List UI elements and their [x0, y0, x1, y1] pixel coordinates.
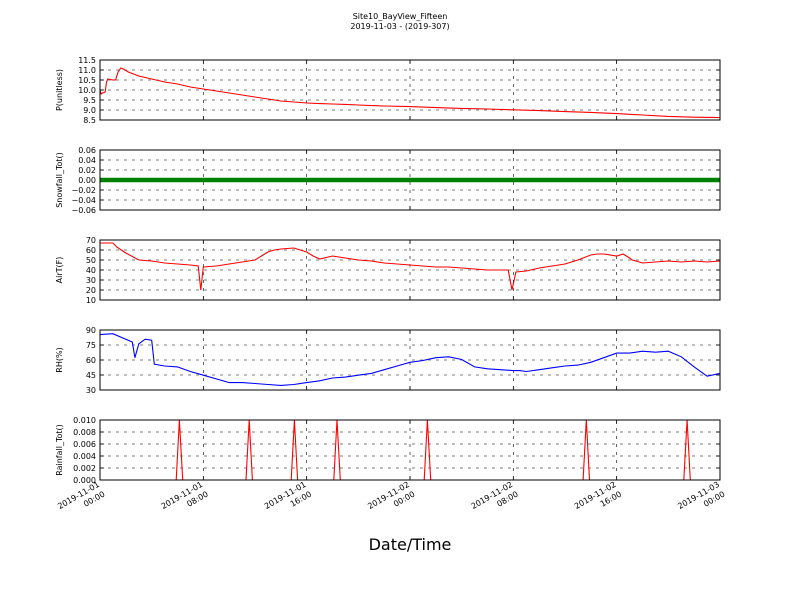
y-axis-label: AirT(F)	[55, 257, 64, 284]
panel-4: 0.000 0.002 0.004 0.006 0.008 0.010 Rainfall_T…	[55, 416, 721, 485]
panels: 8.59.09.510.010.511.011.5 P(unitless) −0.0…	[55, 56, 721, 485]
y-tick-label: 0.00	[78, 176, 96, 185]
y-tick-label: −0.06	[71, 206, 96, 215]
y-axis-label: P(unitless)	[55, 69, 64, 111]
y-tick-label: 10	[86, 296, 96, 305]
y-tick-label: 11.5	[78, 56, 96, 65]
y-axis-label: Rainfall_Tot()	[55, 424, 64, 476]
y-tick-label: 9.0	[83, 106, 96, 115]
y-tick-label: 50	[86, 256, 96, 265]
y-tick-label: 70	[86, 236, 96, 245]
series-line	[100, 242, 720, 291]
y-tick-label: 45	[86, 371, 96, 380]
y-tick-label: 60	[86, 356, 96, 365]
plot-frame	[99, 329, 721, 391]
series-line	[100, 67, 720, 119]
y-tick-label: 8.5	[83, 116, 96, 125]
y-tick-label: 10.5	[78, 76, 96, 85]
y-tick-label: −0.04	[71, 196, 96, 205]
x-axis-label: Date/Time	[369, 535, 452, 554]
chart-title: Site10_BayView_Fifteen	[353, 12, 448, 21]
y-tick-label: 9.5	[83, 96, 96, 105]
plot-frame	[99, 149, 721, 211]
y-tick-label: 30	[86, 386, 96, 395]
series-line	[100, 333, 720, 386]
y-tick-label: 0.04	[78, 156, 96, 165]
y-axis-label: RH(%)	[55, 347, 64, 372]
plot-frame	[99, 59, 721, 121]
y-tick-label: −0.02	[71, 186, 96, 195]
y-tick-label: 75	[86, 341, 96, 350]
y-tick-label: 0.004	[73, 452, 96, 461]
y-tick-label: 0.06	[78, 146, 96, 155]
y-tick-label: 20	[86, 286, 96, 295]
y-tick-label: 90	[86, 326, 96, 335]
y-tick-label: 60	[86, 246, 96, 255]
y-tick-label: 0.006	[73, 440, 96, 449]
panel-0: 8.59.09.510.010.511.011.5 P(unitless)	[55, 56, 721, 125]
panel-1: −0.06−0.04−0.020.000.020.040.06 Snowfall_…	[55, 146, 721, 215]
panel-3: 30 45 60 75 90 RH(%)	[55, 326, 721, 395]
y-tick-label: 10.0	[78, 86, 96, 95]
plot-frame	[99, 239, 721, 301]
y-tick-label: 0.002	[73, 464, 96, 473]
y-tick-label: 0.02	[78, 166, 96, 175]
y-tick-label: 40	[86, 266, 96, 275]
y-tick-label: 30	[86, 276, 96, 285]
y-tick-label: 0.000	[73, 476, 96, 485]
y-axis-label: Snowfall_Tot()	[55, 152, 64, 208]
y-tick-label: 0.010	[73, 416, 96, 425]
chart-subtitle: 2019-11-03 - (2019-307)	[350, 22, 449, 31]
y-tick-label: 0.008	[73, 428, 96, 437]
plot-frame	[99, 419, 721, 481]
y-tick-label: 11.0	[78, 66, 96, 75]
